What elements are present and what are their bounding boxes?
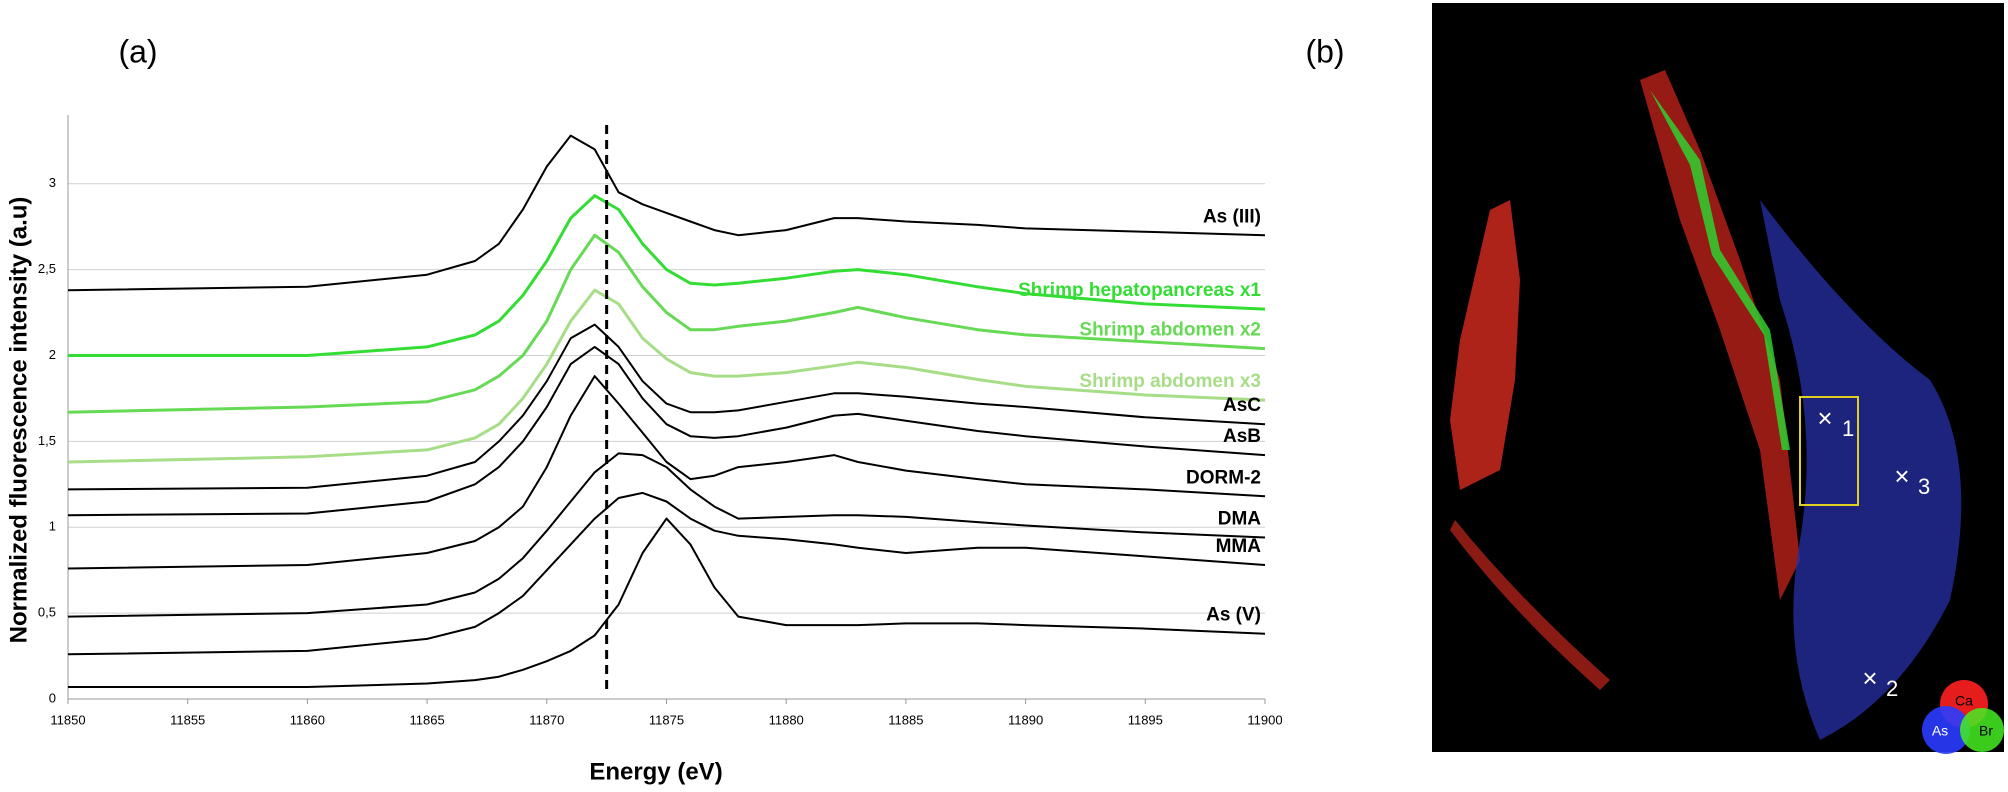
series-label: Shrimp hepatopancreas x1 bbox=[1018, 280, 1261, 301]
series-line bbox=[67, 134, 1266, 292]
series-label: AsC bbox=[1223, 395, 1261, 416]
series-line bbox=[67, 345, 1266, 517]
marker-label: 1 bbox=[1842, 416, 1854, 441]
series-line bbox=[67, 323, 1266, 491]
legend-label: Br bbox=[1979, 723, 1993, 739]
marker-label: 3 bbox=[1918, 474, 1930, 499]
x-tick-label: 11880 bbox=[769, 712, 804, 727]
marker-cross: × bbox=[1862, 663, 1877, 693]
series-label: AsB bbox=[1223, 426, 1261, 447]
series-label: As (III) bbox=[1203, 206, 1261, 227]
series-label: DORM-2 bbox=[1186, 467, 1261, 488]
x-tick-label: 11870 bbox=[529, 712, 564, 727]
region-box bbox=[1799, 396, 1859, 506]
y-tick-label: 0 bbox=[49, 690, 56, 705]
red-region bbox=[1640, 70, 1800, 600]
x-tick-label: 11890 bbox=[1008, 712, 1043, 727]
marker-label: 2 bbox=[1886, 676, 1898, 701]
y-axis-title: Normalized fluorescence intensity (a.u) bbox=[5, 197, 32, 644]
x-axis-title: Energy (eV) bbox=[589, 758, 722, 785]
x-tick-label: 11895 bbox=[1128, 712, 1163, 727]
series-line bbox=[67, 452, 1266, 618]
marker-cross: × bbox=[1894, 461, 1909, 491]
series-label: Shrimp abdomen x3 bbox=[1079, 371, 1261, 392]
y-tick-label: 3 bbox=[49, 175, 56, 190]
panel-label: (a) bbox=[118, 33, 157, 69]
y-tick-label: 1,5 bbox=[38, 433, 56, 448]
x-tick-label: 11900 bbox=[1247, 712, 1282, 727]
series-line bbox=[68, 517, 1266, 688]
series-line bbox=[67, 288, 1266, 464]
x-tick-label: 11860 bbox=[290, 712, 325, 727]
micrograph: × 1 × 2 × 3 Ca As Br bbox=[1432, 3, 2004, 754]
marker-cross: × bbox=[1817, 403, 1832, 433]
series-label: DMA bbox=[1218, 509, 1262, 530]
legend-circle bbox=[1922, 706, 1970, 754]
series-line bbox=[67, 233, 1266, 414]
legend-label: Ca bbox=[1955, 693, 1973, 709]
y-tick-label: 2,5 bbox=[38, 261, 56, 276]
x-tick-label: 11850 bbox=[50, 712, 85, 727]
red-region bbox=[1450, 520, 1610, 690]
panel-label: (b) bbox=[1305, 33, 1344, 69]
x-tick-label: 11875 bbox=[649, 712, 684, 727]
red-region bbox=[1450, 200, 1520, 490]
x-tick-label: 11855 bbox=[170, 712, 205, 727]
plot-area: 0 0,5 1 1,5 2 2,5 3 11850 11855 11860 11865 11870 11… bbox=[38, 115, 1283, 727]
x-tick-label: 11885 bbox=[888, 712, 923, 727]
series-label: Shrimp abdomen x2 bbox=[1079, 320, 1261, 341]
x-tick-label: 11865 bbox=[410, 712, 445, 727]
blue-region bbox=[1760, 200, 1962, 740]
legend-label: As bbox=[1932, 723, 1948, 739]
y-tick-label: 0,5 bbox=[38, 605, 56, 620]
series-line bbox=[68, 194, 1266, 357]
y-tick-label: 1 bbox=[49, 519, 56, 534]
legend-circle bbox=[1960, 708, 2004, 752]
series-label: MMA bbox=[1216, 536, 1262, 557]
series-line bbox=[67, 375, 1266, 570]
series-label: As (V) bbox=[1206, 605, 1261, 626]
series-line bbox=[67, 491, 1266, 656]
y-tick-label: 2 bbox=[49, 347, 56, 362]
